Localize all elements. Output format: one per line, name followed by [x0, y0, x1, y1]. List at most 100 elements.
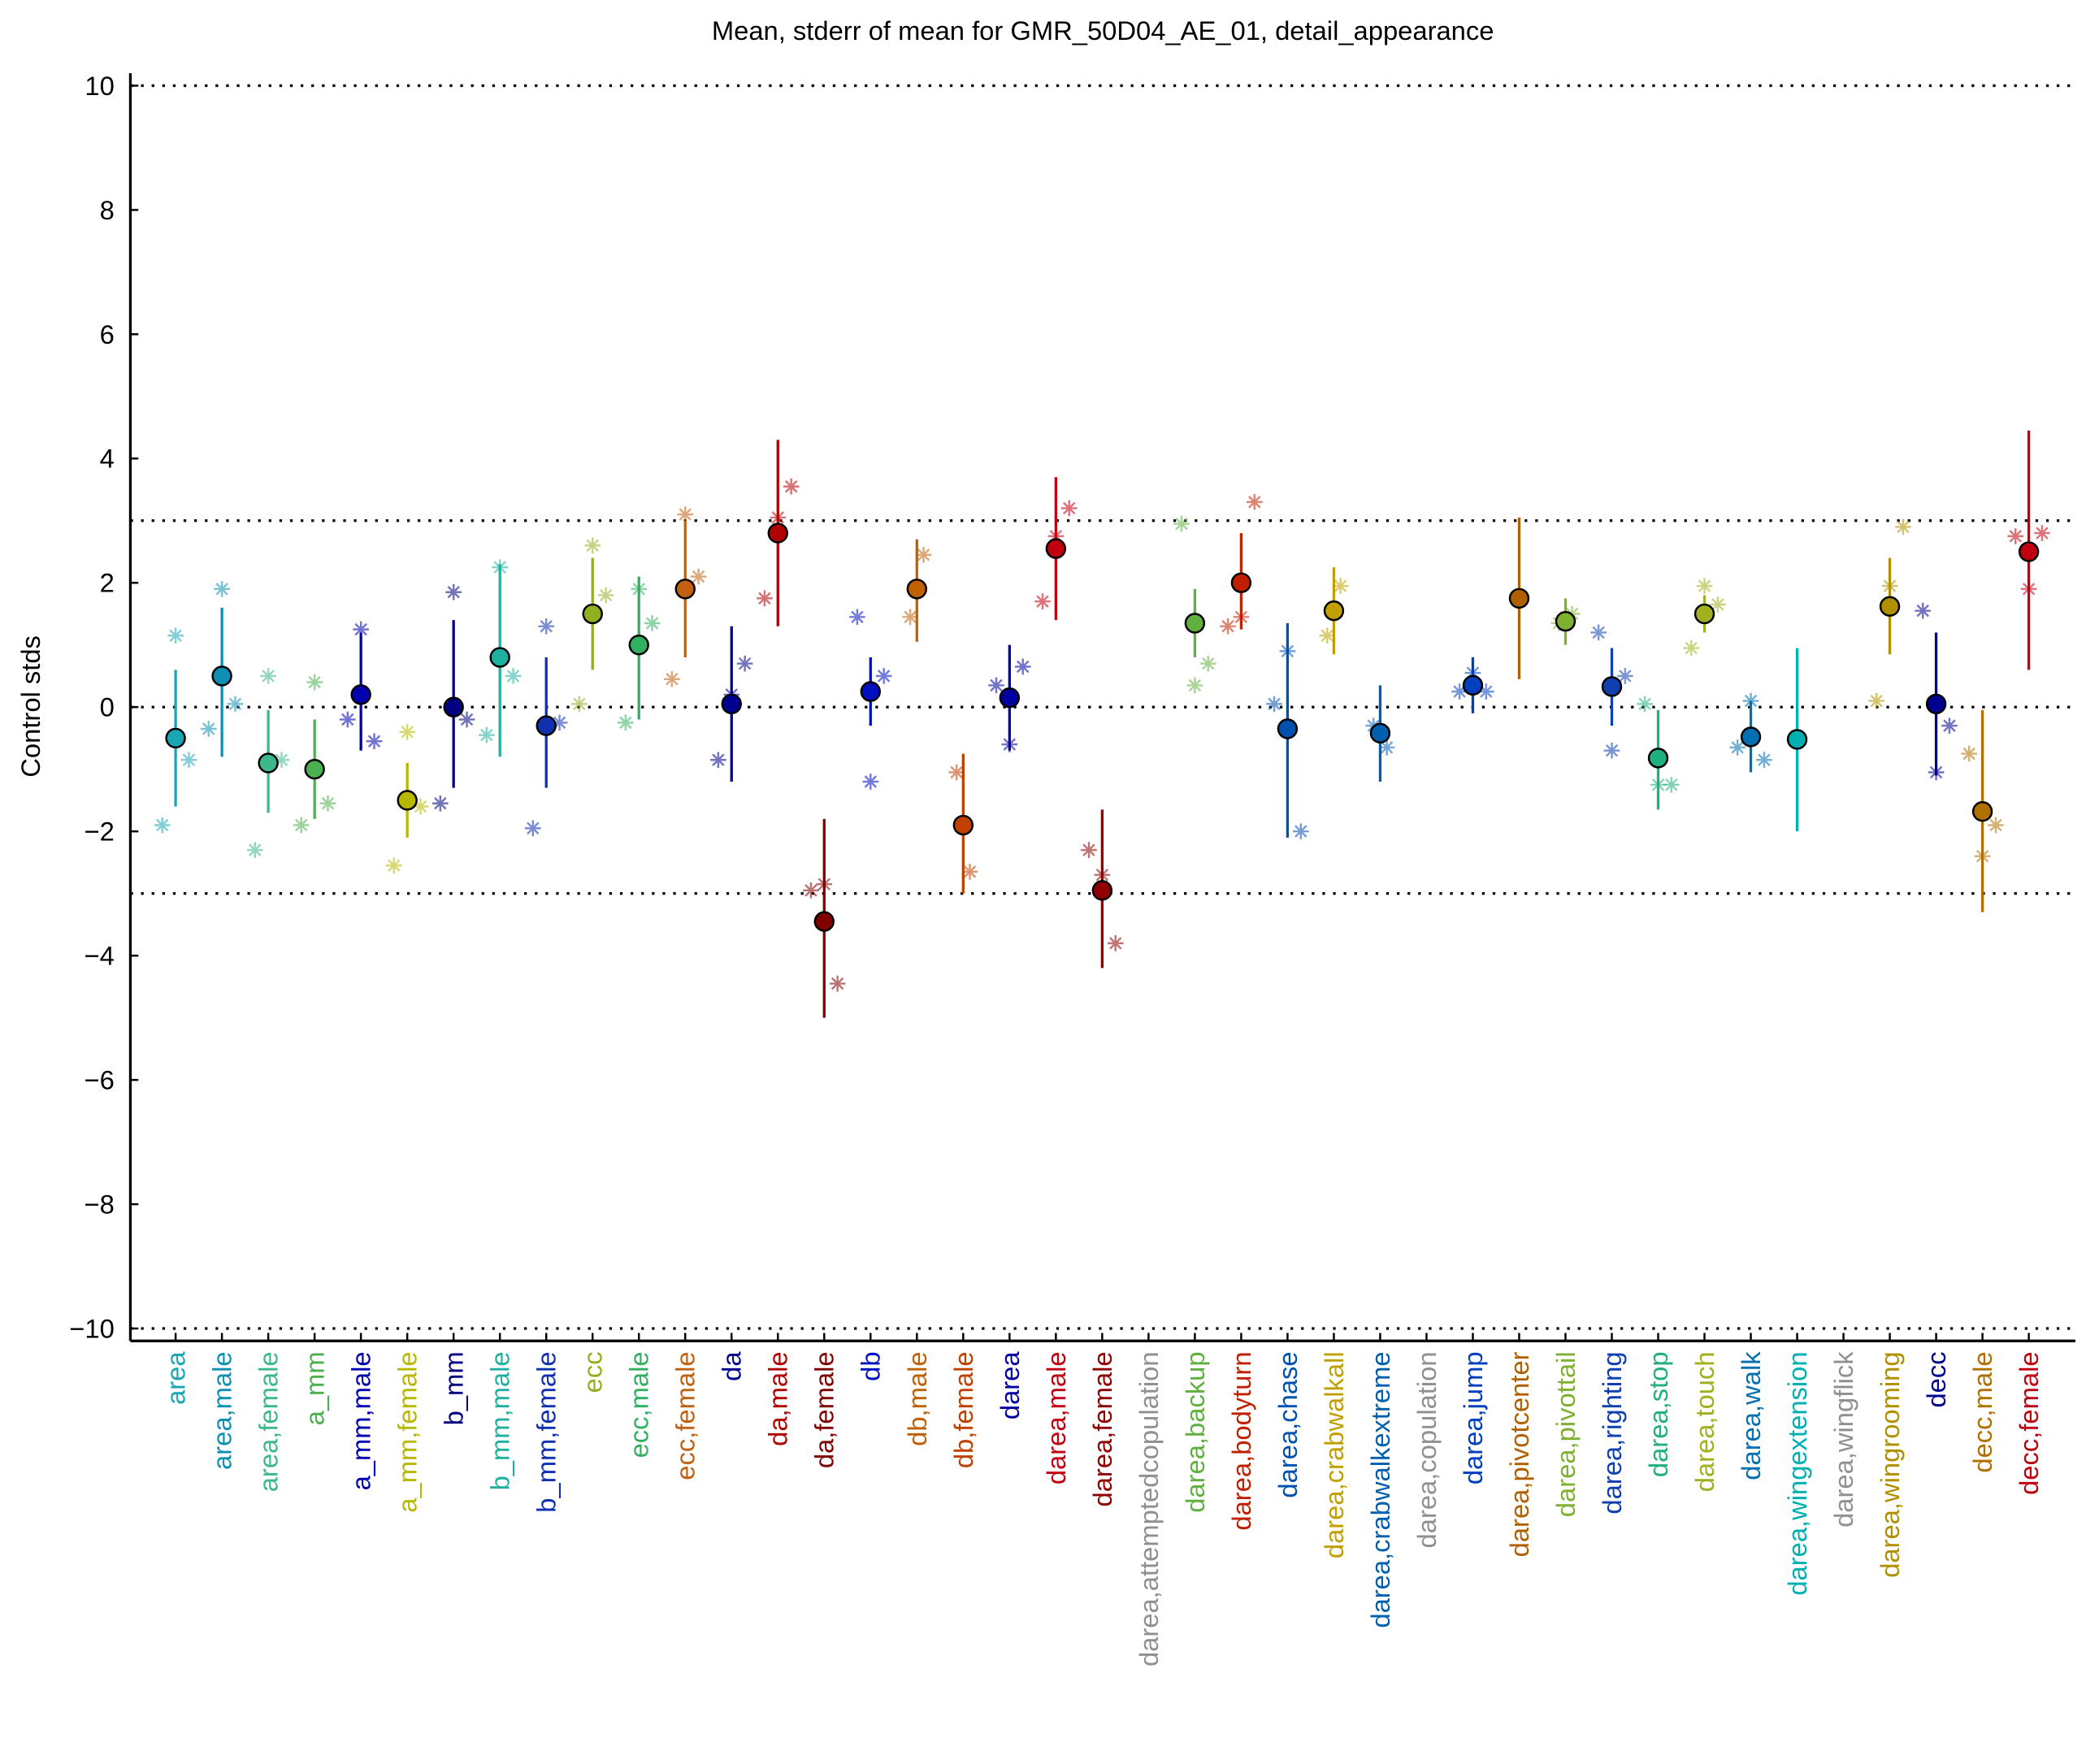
- star-marker: [260, 668, 276, 684]
- star-marker: [1683, 639, 1699, 657]
- mean-marker: [721, 693, 742, 715]
- mean-marker: [165, 727, 186, 749]
- mean-marker: [1184, 613, 1206, 634]
- star-marker: [710, 752, 726, 769]
- star-marker: [757, 590, 773, 607]
- star-marker: [1081, 842, 1097, 858]
- mean-marker: [1601, 676, 1623, 697]
- x-tick-label: area: [161, 1351, 191, 1405]
- mean-marker: [1694, 603, 1715, 625]
- mean-marker: [1462, 674, 1484, 696]
- star-marker: [1742, 692, 1759, 709]
- star-marker: [736, 655, 753, 672]
- star-marker: [571, 696, 588, 713]
- x-tick-label: darea,female: [1087, 1351, 1117, 1506]
- mean-marker: [813, 911, 835, 932]
- star-marker: [849, 609, 865, 626]
- mean-marker: [1740, 726, 1762, 748]
- star-marker: [1199, 655, 1216, 672]
- mean-marker: [1879, 596, 1901, 618]
- star-marker: [1292, 823, 1309, 839]
- star-marker: [1663, 776, 1680, 793]
- y-tick-label: −10: [69, 1313, 115, 1343]
- star-marker: [1186, 677, 1203, 694]
- star-marker: [1246, 494, 1263, 510]
- x-tick-label: darea,copulation: [1412, 1351, 1442, 1548]
- mean-marker: [1508, 587, 1530, 609]
- mean-marker: [952, 814, 974, 836]
- x-tick-label: area,female: [254, 1351, 284, 1492]
- star-marker: [915, 547, 932, 563]
- star-marker: [1696, 578, 1713, 594]
- y-tick-label: −4: [84, 941, 114, 971]
- star-marker: [180, 752, 197, 769]
- mean-marker: [536, 715, 557, 736]
- mean-marker: [1925, 693, 1947, 715]
- x-tick-label: da,female: [809, 1351, 839, 1468]
- star-marker: [200, 721, 217, 737]
- star-marker: [2034, 525, 2050, 541]
- mean-marker: [999, 687, 1021, 709]
- y-tick-label: 6: [100, 319, 115, 349]
- star-marker: [458, 711, 475, 728]
- y-tick-label: −2: [84, 817, 114, 847]
- star-marker: [319, 795, 336, 812]
- y-tick-label: 0: [100, 692, 115, 722]
- x-tick-label: a_mm,male: [346, 1351, 376, 1490]
- star-marker: [1034, 593, 1051, 610]
- star-marker: [1220, 618, 1236, 635]
- star-marker: [803, 882, 819, 899]
- x-tick-label: darea,walk: [1736, 1351, 1766, 1480]
- y-tick-label: 2: [100, 568, 115, 598]
- x-tick-label: darea,stop: [1643, 1351, 1673, 1477]
- x-tick-label: area,male: [207, 1351, 237, 1470]
- star-marker: [227, 696, 244, 713]
- star-marker: [1173, 515, 1190, 532]
- x-tick-label: a_mm: [300, 1351, 330, 1425]
- x-tick-label: b_mm: [439, 1351, 469, 1425]
- x-tick-label: db,female: [948, 1351, 978, 1468]
- mean-marker: [350, 684, 371, 705]
- star-marker: [538, 618, 555, 635]
- star-marker: [1378, 739, 1395, 756]
- mean-marker: [1230, 572, 1252, 593]
- star-marker: [1107, 935, 1124, 951]
- x-tick-label: darea,jump: [1458, 1351, 1488, 1484]
- mean-marker: [628, 635, 649, 656]
- mean-marker: [906, 579, 927, 600]
- mean-marker: [1091, 880, 1113, 901]
- star-marker: [988, 677, 1004, 694]
- star-marker: [664, 670, 680, 687]
- x-tick-label: decc: [1921, 1351, 1951, 1407]
- x-tick-label: db: [856, 1351, 886, 1380]
- star-marker: [862, 774, 879, 790]
- x-tick-label: darea,pivottail: [1550, 1351, 1581, 1517]
- mean-marker: [211, 665, 232, 687]
- star-marker: [948, 764, 965, 781]
- y-tick-label: 4: [100, 444, 115, 474]
- star-marker: [167, 627, 184, 644]
- star-marker: [432, 795, 449, 812]
- star-marker: [644, 615, 661, 631]
- star-marker: [690, 568, 707, 585]
- mean-marker: [2018, 541, 2040, 562]
- star-marker: [505, 668, 522, 684]
- mean-marker: [1323, 600, 1345, 622]
- star-marker: [875, 668, 892, 684]
- mean-marker: [304, 759, 325, 780]
- star-marker: [353, 621, 369, 638]
- x-tick-label: darea: [995, 1351, 1025, 1420]
- x-tick-label: da,male: [763, 1351, 793, 1445]
- mean-marker: [397, 790, 418, 811]
- star-marker: [445, 583, 462, 600]
- star-marker: [1915, 602, 1932, 619]
- x-tick-label: da: [717, 1351, 747, 1381]
- star-marker: [597, 587, 614, 604]
- star-marker: [551, 714, 568, 731]
- x-tick-label: darea,wingrooming: [1875, 1351, 1905, 1577]
- star-marker: [412, 798, 429, 815]
- star-marker: [1710, 596, 1726, 613]
- mean-marker: [1369, 722, 1391, 744]
